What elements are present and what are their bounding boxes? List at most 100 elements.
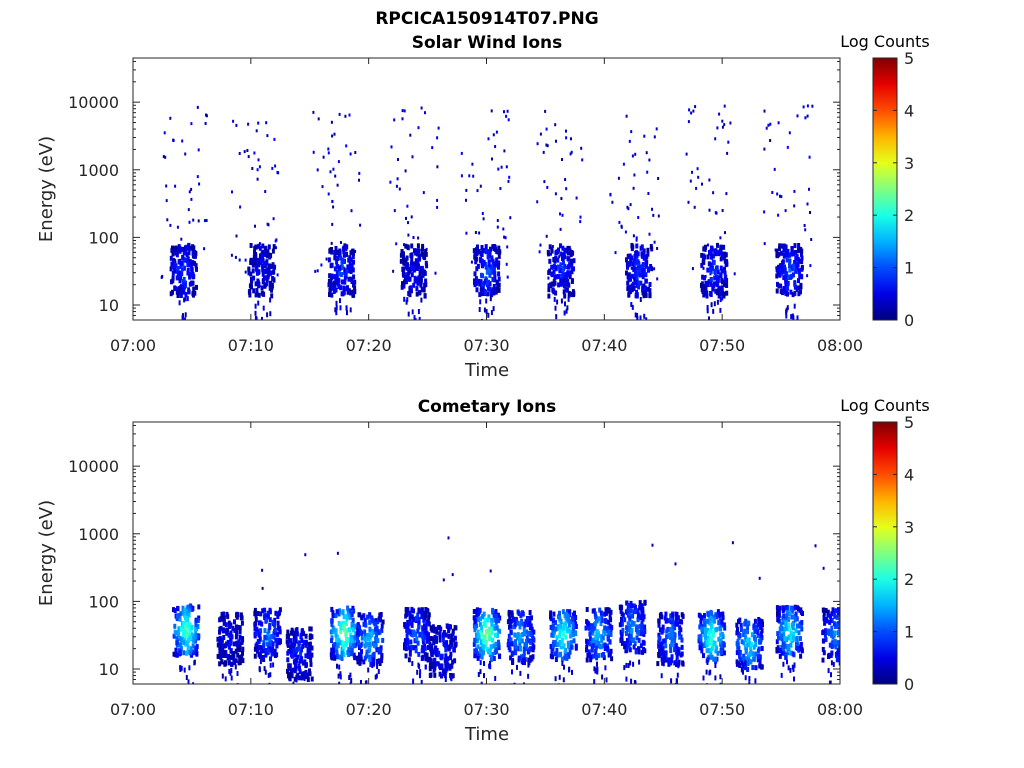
ion-count-pixel bbox=[490, 310, 493, 316]
ion-count-pixel bbox=[379, 645, 383, 651]
ion-count-pixel bbox=[779, 283, 783, 289]
ion-count-pixel bbox=[403, 622, 407, 627]
ion-count-pixel bbox=[528, 625, 532, 630]
ion-count-pixel bbox=[248, 292, 252, 298]
ion-count-pixel bbox=[342, 652, 346, 658]
ion-count-pixel bbox=[345, 641, 349, 647]
ion-count-pixel bbox=[480, 245, 484, 250]
ion-count-pixel bbox=[181, 632, 185, 638]
ion-count-pixel bbox=[716, 290, 719, 296]
ion-count-pixel bbox=[341, 647, 345, 653]
sparse-count-pixel bbox=[349, 152, 352, 156]
sparse-count-pixel bbox=[256, 177, 259, 181]
ion-count-pixel bbox=[298, 675, 302, 681]
ion-count-pixel bbox=[681, 613, 685, 619]
ion-count-pixel bbox=[219, 654, 223, 660]
ion-count-pixel bbox=[192, 286, 196, 292]
sparse-count-pixel bbox=[431, 146, 434, 150]
ion-count-pixel bbox=[532, 644, 536, 650]
ion-count-pixel bbox=[180, 287, 184, 293]
ion-count-pixel bbox=[638, 264, 642, 270]
sparse-count-pixel bbox=[628, 139, 631, 143]
ion-count-pixel bbox=[781, 608, 785, 614]
ion-count-pixel bbox=[483, 635, 487, 641]
ion-count-pixel bbox=[560, 656, 564, 662]
ion-count-pixel bbox=[744, 660, 747, 666]
ion-count-pixel bbox=[574, 631, 578, 636]
ion-count-pixel bbox=[405, 607, 408, 612]
ion-count-pixel bbox=[234, 664, 237, 670]
ion-count-pixel bbox=[178, 300, 181, 306]
ion-count-pixel bbox=[703, 613, 706, 618]
ion-count-pixel bbox=[568, 610, 571, 615]
ion-count-pixel bbox=[254, 254, 258, 259]
ion-count-pixel bbox=[225, 641, 228, 647]
ion-count-pixel bbox=[568, 649, 572, 655]
ion-count-pixel bbox=[680, 637, 684, 643]
ion-count-pixel bbox=[409, 639, 413, 645]
cometary-colorbar-label: Log Counts bbox=[840, 396, 930, 415]
ion-count-pixel bbox=[780, 626, 784, 632]
sparse-count-pixel bbox=[267, 223, 270, 227]
ion-count-pixel bbox=[554, 250, 558, 255]
ion-count-pixel bbox=[413, 638, 417, 644]
ion-count-pixel bbox=[484, 289, 487, 295]
ion-count-pixel bbox=[714, 663, 717, 668]
ion-count-pixel bbox=[269, 297, 272, 303]
ion-count-pixel bbox=[600, 617, 604, 623]
sparse-count-pixel bbox=[504, 236, 507, 240]
sparse-count-pixel bbox=[554, 192, 557, 196]
ion-count-pixel bbox=[481, 248, 485, 253]
ion-count-pixel bbox=[473, 615, 476, 621]
ion-count-pixel bbox=[352, 259, 355, 265]
ion-count-pixel bbox=[490, 255, 494, 261]
ion-count-pixel bbox=[472, 248, 476, 254]
ion-count-pixel bbox=[419, 669, 422, 675]
ion-count-pixel bbox=[177, 246, 181, 252]
ion-count-pixel bbox=[641, 287, 645, 293]
ion-count-pixel bbox=[266, 267, 270, 273]
ion-count-pixel bbox=[332, 647, 336, 653]
sparse-count-pixel bbox=[187, 208, 190, 212]
ion-count-pixel bbox=[360, 649, 363, 654]
ion-count-pixel bbox=[565, 626, 569, 632]
ion-count-pixel bbox=[190, 267, 194, 273]
ion-count-pixel bbox=[368, 619, 372, 625]
ion-count-pixel bbox=[492, 306, 495, 312]
sparse-count-pixel bbox=[276, 273, 279, 277]
ion-count-pixel bbox=[268, 622, 272, 628]
ion-count-pixel bbox=[421, 639, 425, 645]
ion-count-pixel bbox=[408, 629, 412, 635]
ion-count-pixel bbox=[549, 614, 552, 620]
ion-count-pixel bbox=[194, 253, 197, 259]
ion-count-pixel bbox=[713, 640, 717, 646]
ion-count-pixel bbox=[191, 637, 195, 643]
ion-count-pixel bbox=[414, 318, 417, 320]
sparse-count-pixel bbox=[714, 137, 717, 141]
ion-count-pixel bbox=[599, 644, 603, 650]
ion-count-pixel bbox=[552, 624, 556, 630]
ion-count-pixel bbox=[265, 617, 269, 623]
ion-count-pixel bbox=[483, 673, 485, 679]
ion-count-pixel bbox=[218, 617, 222, 623]
ion-count-pixel bbox=[255, 270, 259, 276]
ion-count-pixel bbox=[255, 643, 259, 649]
ion-count-pixel bbox=[795, 623, 799, 629]
ion-count-pixel bbox=[558, 615, 562, 621]
ion-count-pixel bbox=[709, 639, 713, 645]
sparse-count-pixel bbox=[769, 139, 772, 142]
sparse-count-pixel bbox=[465, 198, 467, 202]
ion-count-pixel bbox=[793, 281, 797, 287]
ion-count-pixel bbox=[478, 281, 482, 287]
sparse-count-pixel bbox=[701, 182, 703, 186]
ion-count-pixel bbox=[342, 643, 346, 649]
ion-count-pixel bbox=[718, 249, 722, 255]
ion-count-pixel bbox=[406, 619, 410, 625]
ion-count-pixel bbox=[331, 655, 334, 661]
ion-count-pixel bbox=[787, 635, 791, 640]
sparse-count-pixel bbox=[393, 209, 396, 213]
ion-count-pixel bbox=[220, 612, 224, 617]
ion-count-pixel bbox=[680, 644, 684, 650]
ion-count-pixel bbox=[423, 293, 427, 299]
